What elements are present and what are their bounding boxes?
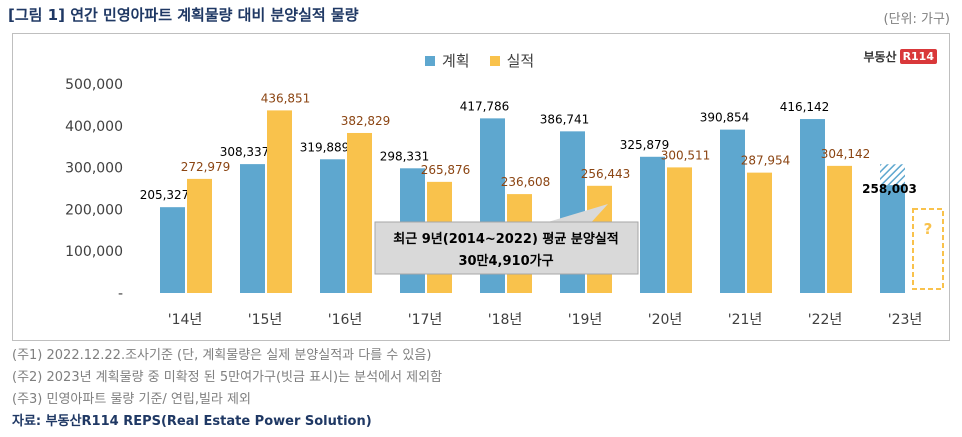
- bar-chart: - 100,000 200,000 300,000 400,000 500,000 205,…: [65, 77, 944, 328]
- plan-value-label: 308,337: [220, 145, 270, 159]
- plan-value-label: 386,741: [540, 112, 590, 126]
- plan-value-label: 325,879: [620, 138, 670, 152]
- x-tick-label: '23년: [888, 312, 923, 328]
- actual-value-label: 256,443: [581, 167, 631, 181]
- footnote-2: (주2) 2023년 계획물량 중 미확정 된 5만여가구(빗금 표시)는 분석…: [12, 370, 443, 385]
- plan-bar: [160, 207, 185, 293]
- brand-badge: R114: [899, 49, 937, 64]
- legend-item-plan: 계획: [425, 50, 470, 71]
- actual-value-label: 265,876: [421, 163, 471, 177]
- legend-label-plan: 계획: [442, 52, 470, 70]
- callout-line-2: 30만4,910가구: [458, 253, 553, 269]
- x-tick-label: '19년: [568, 312, 603, 328]
- x-tick-label: '22년: [808, 312, 843, 328]
- brand-name: 부동산: [863, 50, 897, 64]
- source-credit: 자료: 부동산R114 REPS(Real Estate Power Solut…: [12, 414, 372, 429]
- actual-bar: [267, 110, 292, 294]
- actual-value-label: 272,979: [181, 160, 231, 174]
- y-tick-label: 100,000: [65, 244, 123, 260]
- actual-value-label: 382,829: [341, 114, 391, 128]
- y-tick-label: 200,000: [65, 202, 123, 218]
- footnote-3: (주3) 민영아파트 물량 기준/ 연립,빌라 제외: [12, 392, 251, 407]
- legend-swatch-actual: [489, 55, 500, 66]
- actual-bar: [347, 132, 372, 293]
- x-tick-label: '15년: [248, 312, 283, 328]
- plan-bar: [320, 159, 345, 293]
- plan-bar: [240, 164, 265, 293]
- chart-legend: 계획 실적: [425, 50, 534, 71]
- y-tick-label: 300,000: [65, 161, 123, 177]
- actual-placeholder: [912, 208, 944, 290]
- x-tick-label: '16년: [328, 312, 363, 328]
- actual-value-label: 236,608: [501, 175, 551, 189]
- actual-bar: [827, 165, 852, 293]
- chart-container: - 100,000 200,000 300,000 400,000 500,000 205,…: [12, 33, 950, 341]
- callout-line-1: 최근 9년(2014~2022) 평균 분양실적: [393, 231, 618, 247]
- x-tick-label: '20년: [648, 312, 683, 328]
- actual-value-label: 304,142: [821, 147, 871, 161]
- x-tick-label: '17년: [408, 312, 443, 328]
- plan-bar-unconfirmed: [880, 164, 905, 186]
- plan-value-label: 390,854: [700, 111, 750, 125]
- legend-item-actual: 실적: [489, 50, 535, 71]
- y-tick-label: 500,000: [65, 77, 123, 93]
- callout-pointer: [548, 204, 608, 226]
- plan-value-label: 258,003: [862, 182, 917, 196]
- x-tick-label: '21년: [728, 312, 763, 328]
- legend-label-actual: 실적: [506, 52, 535, 70]
- actual-bar: [747, 172, 772, 293]
- footnotes: (주1) 2022.12.22.조사기준 (단, 계획물량은 실제 분양실적과 …: [12, 345, 442, 433]
- y-tick-label: -: [118, 286, 123, 302]
- plan-value-label: 205,327: [140, 188, 190, 202]
- y-tick-label: 400,000: [65, 119, 123, 135]
- plan-value-label: 298,331: [380, 149, 430, 163]
- plan-value-label: 416,142: [780, 100, 830, 114]
- plan-bar: [880, 185, 905, 293]
- plan-value-label: 417,786: [460, 99, 510, 113]
- plan-bar: [800, 119, 825, 293]
- actual-value-label: ?: [924, 220, 933, 238]
- plan-bar: [720, 129, 745, 293]
- x-tick-label: '14년: [168, 312, 203, 328]
- actual-bar: [187, 178, 212, 293]
- plan-value-label: 319,889: [300, 140, 350, 154]
- footnote-1: (주1) 2022.12.22.조사기준 (단, 계획물량은 실제 분양실적과 …: [12, 348, 432, 363]
- brand-logo: 부동산 R114: [863, 48, 937, 65]
- legend-swatch-plan: [425, 55, 435, 66]
- unit-label: (단위: 가구): [883, 12, 951, 27]
- actual-value-label: 436,851: [261, 91, 311, 105]
- x-tick-label: '18년: [488, 312, 523, 328]
- figure-title: [그림 1] 연간 민영아파트 계획물량 대비 분양실적 물량: [8, 6, 359, 24]
- actual-value-label: 300,511: [661, 148, 711, 162]
- callout-box: [374, 221, 639, 275]
- actual-bar: [667, 167, 692, 293]
- actual-value-label: 287,954: [741, 154, 791, 168]
- plan-bar: [640, 156, 665, 293]
